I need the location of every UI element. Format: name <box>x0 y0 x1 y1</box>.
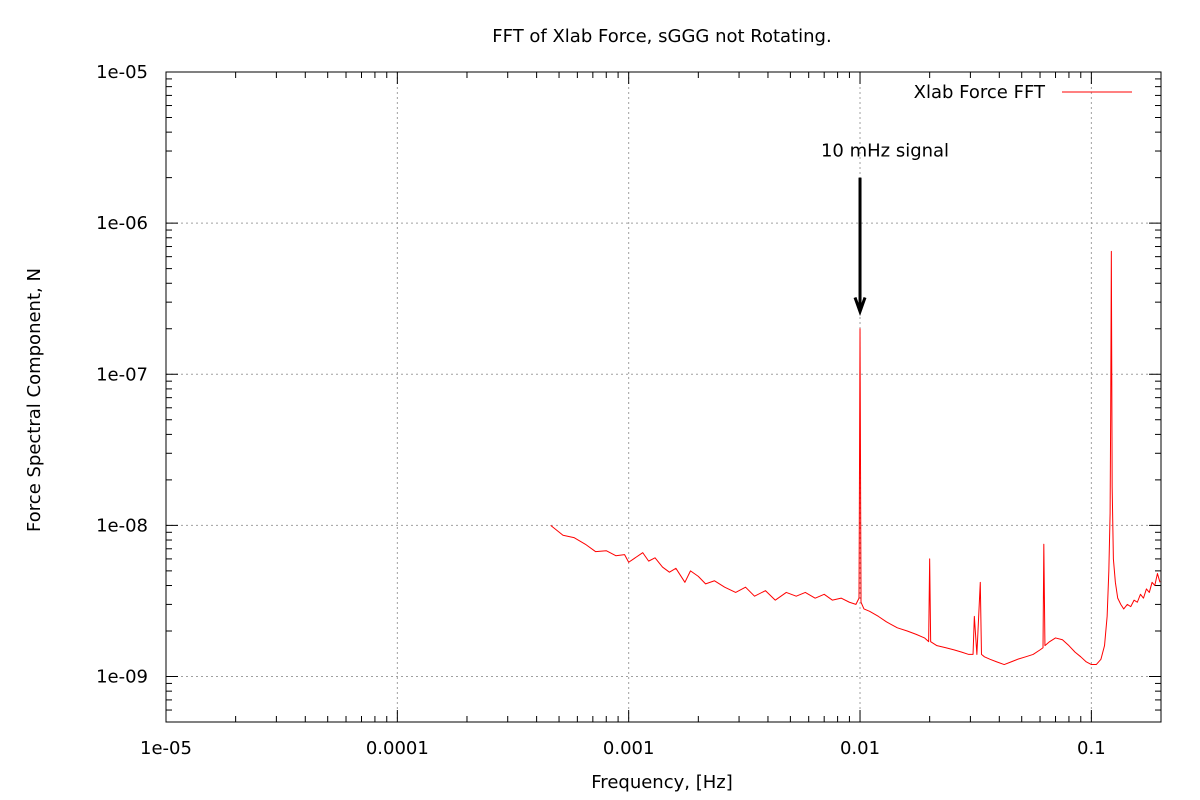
annotation-arrowhead <box>853 297 867 316</box>
chart-title: FFT of Xlab Force, sGGG not Rotating. <box>492 26 831 47</box>
y-tick-labels: 1e-05 1e-06 1e-07 1e-08 1e-09 <box>96 62 148 688</box>
y-tick-label: 1e-05 <box>96 62 148 83</box>
annotation-label: 10 mHz signal <box>821 141 949 162</box>
x-tick-labels: 1e-05 0.0001 0.001 0.01 0.1 <box>140 738 1106 759</box>
x-tick-label: 0.0001 <box>366 738 429 759</box>
y-tick-label: 1e-07 <box>96 364 148 385</box>
x-tick-label: 0.1 <box>1077 738 1106 759</box>
legend-label: Xlab Force FFT <box>914 82 1046 103</box>
x-tick-label: 0.01 <box>840 738 880 759</box>
legend: Xlab Force FFT <box>914 82 1132 103</box>
plot-frame <box>165 71 1162 723</box>
annotation: 10 mHz signal <box>821 141 949 316</box>
grid <box>166 72 1161 722</box>
x-tick-label: 1e-05 <box>140 738 192 759</box>
y-axis-label: Force Spectral Component, N <box>24 268 45 532</box>
x-tick-label: 0.001 <box>603 738 655 759</box>
series-layer <box>550 250 1161 666</box>
y-tick-label: 1e-06 <box>96 213 148 234</box>
series-line <box>550 250 1161 666</box>
minor-ticks <box>165 71 1161 722</box>
y-tick-label: 1e-09 <box>96 667 148 688</box>
x-axis-label: Frequency, [Hz] <box>591 772 732 793</box>
y-tick-label: 1e-08 <box>96 515 148 536</box>
